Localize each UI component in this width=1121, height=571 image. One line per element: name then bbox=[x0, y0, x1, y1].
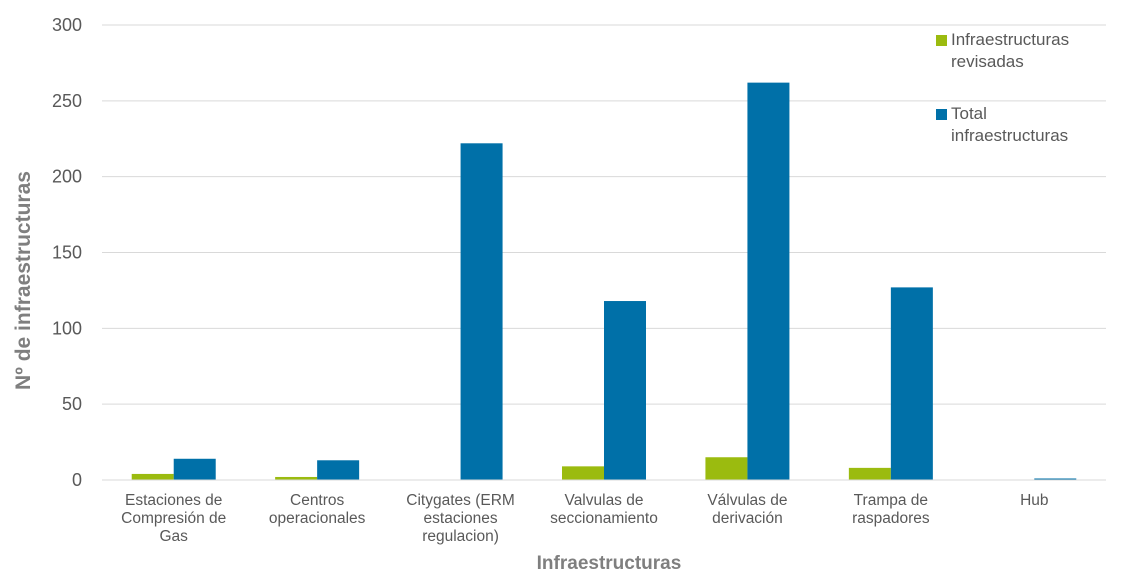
bar-series-1 bbox=[705, 457, 748, 480]
y-tick-label: 300 bbox=[52, 15, 82, 35]
y-tick-label: 200 bbox=[52, 167, 82, 187]
y-tick-label: 250 bbox=[52, 91, 82, 111]
bar-series-2 bbox=[317, 460, 360, 480]
x-tick-label: Hub bbox=[1020, 492, 1048, 509]
x-tick-label: Trampa de raspadores bbox=[852, 492, 930, 527]
bar-series-2 bbox=[173, 458, 216, 480]
bar-series-2 bbox=[604, 301, 646, 480]
bar-series-2 bbox=[460, 143, 503, 481]
legend-swatch bbox=[936, 35, 947, 46]
x-tick-label: Citygates (ERM estaciones regulacion) bbox=[406, 492, 515, 545]
bar-series-2 bbox=[1034, 478, 1077, 480]
bar-series-1 bbox=[848, 467, 891, 480]
legend-swatch bbox=[936, 109, 947, 120]
y-tick-label: 100 bbox=[52, 318, 82, 338]
bar-series-2 bbox=[747, 82, 790, 480]
legend-label: Infraestructuras revisadas bbox=[951, 30, 1069, 71]
bar-series-1 bbox=[275, 476, 318, 480]
legend-label: Total infraestructuras bbox=[951, 104, 1068, 145]
bar-series-1 bbox=[562, 466, 604, 480]
x-axis-ticks: Estaciones de Compresión de Gas Centros oper… bbox=[121, 492, 1048, 545]
y-tick-label: 0 bbox=[72, 470, 82, 490]
bar-series-1 bbox=[131, 473, 174, 480]
y-tick-label: 50 bbox=[62, 394, 82, 414]
y-axis-ticks: 0 50 100 150 200 250 300 bbox=[52, 15, 82, 490]
x-tick-label: Centros operacionales bbox=[269, 492, 366, 527]
x-tick-label: Valvulas de seccionamiento bbox=[550, 492, 658, 527]
x-tick-label: Válvulas de derivación bbox=[707, 492, 787, 527]
bars bbox=[131, 82, 1077, 481]
bar-series-2 bbox=[890, 287, 933, 480]
legend: Infraestructuras revisadas Total infraestru… bbox=[936, 30, 1069, 145]
y-tick-label: 150 bbox=[52, 243, 82, 263]
gridlines bbox=[102, 24, 1106, 405]
x-tick-label: Estaciones de Compresión de Gas bbox=[121, 492, 226, 545]
x-axis-title: Infraestructuras bbox=[537, 553, 682, 571]
y-axis-title: Nº de infraestructuras bbox=[12, 171, 35, 390]
